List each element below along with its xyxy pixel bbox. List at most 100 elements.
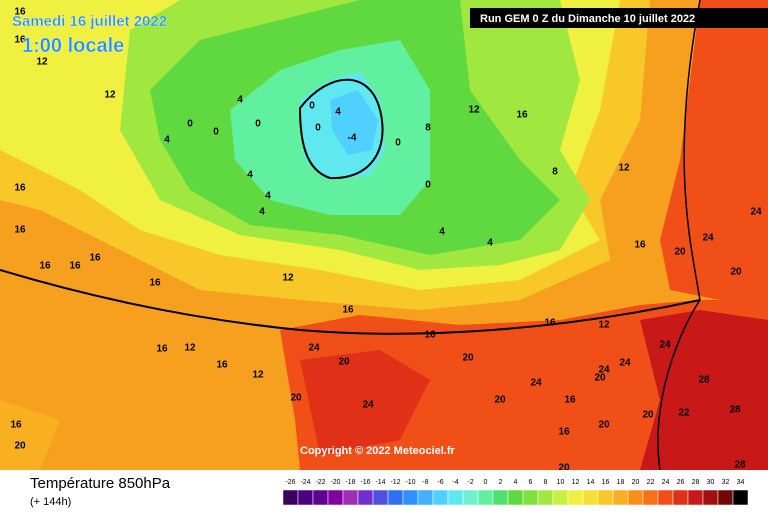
contour-label: 12	[184, 343, 196, 354]
contour-line	[657, 0, 701, 471]
scale-swatch	[492, 489, 509, 506]
contour-label: 4	[439, 227, 445, 238]
contour-label: -4	[348, 133, 357, 144]
scale-label: 34	[737, 479, 745, 486]
very-hot-south-east	[640, 310, 768, 470]
scale-label: 26	[677, 479, 685, 486]
scale-swatch	[357, 489, 374, 506]
contour-label: 4	[164, 135, 170, 146]
contour-label: 16	[39, 261, 51, 272]
scale-label: 12	[572, 479, 580, 486]
contour-label: 16	[564, 395, 576, 406]
scale-label: -4	[452, 479, 458, 486]
contour-label: 20	[598, 420, 610, 431]
scale-swatch	[552, 489, 569, 506]
scale-swatch	[672, 489, 689, 506]
scale-label: 22	[647, 479, 655, 486]
scale-swatch	[642, 489, 659, 506]
contour-label: 24	[598, 365, 610, 376]
contour-label: 8	[425, 123, 431, 134]
contour-label: 24	[308, 343, 320, 354]
run-label: Run GEM 0 Z du Dimanche 10 juillet 2022	[480, 13, 695, 25]
contour-label: 16	[14, 7, 26, 18]
contour-label: 0	[187, 119, 193, 130]
contour-label: 24	[702, 233, 714, 244]
contour-label: 16	[89, 253, 101, 264]
scale-label: 14	[587, 479, 595, 486]
scale-swatch	[537, 489, 554, 506]
contour-label: 12	[252, 370, 264, 381]
contour-label: 0	[315, 123, 321, 134]
run-banner	[470, 8, 768, 28]
contour-label: 0	[309, 101, 315, 112]
contour-label: 16	[10, 420, 22, 431]
scale-label: -6	[437, 479, 443, 486]
contour-label: 22	[678, 408, 690, 419]
contour-label: 24	[530, 378, 542, 389]
contour-label: 16	[424, 330, 436, 341]
scale-swatch	[582, 489, 599, 506]
very-hot-south	[300, 350, 430, 455]
scale-label: 4	[514, 479, 518, 486]
contour-label: 12	[598, 320, 610, 331]
contour-label: 20	[558, 463, 570, 474]
scale-swatch	[612, 489, 629, 506]
scale-swatch	[702, 489, 719, 506]
contour-label: 24	[750, 207, 762, 218]
contour-label: 16	[149, 278, 161, 289]
contour-label: 20	[730, 267, 742, 278]
contour-label: 20	[642, 410, 654, 421]
scale-label: 6	[529, 479, 533, 486]
contour-label: 4	[265, 191, 271, 202]
contour-label: 16	[14, 35, 26, 46]
contour-label: 4	[335, 107, 341, 118]
scale-swatch	[657, 489, 674, 506]
contour-label: 12	[104, 90, 116, 101]
scale-swatch	[432, 489, 449, 506]
contour-label: 20	[674, 247, 686, 258]
contour-label: 16	[216, 360, 228, 371]
scale-swatch	[297, 489, 314, 506]
scale-swatch	[327, 489, 344, 506]
scale-label: -24	[300, 479, 310, 486]
contour-label: 0	[255, 119, 261, 130]
scale-label: 0	[484, 479, 488, 486]
scale-label: 28	[692, 479, 700, 486]
contour-line	[0, 269, 701, 335]
scale-swatch	[447, 489, 464, 506]
contour-label: 24	[659, 340, 671, 351]
scale-label: -20	[330, 479, 340, 486]
contour-label: 24	[362, 400, 374, 411]
scale-label: -14	[375, 479, 385, 486]
contour-label: 16	[69, 261, 81, 272]
scale-label: 20	[632, 479, 640, 486]
contour-line	[298, 78, 384, 180]
contour-label: 16	[516, 110, 528, 121]
contour-label: 12	[282, 273, 294, 284]
scale-swatch	[402, 489, 419, 506]
scale-swatch	[522, 489, 539, 506]
contour-label: 0	[213, 127, 219, 138]
scale-label: 2	[499, 479, 503, 486]
contour-label: 12	[36, 57, 48, 68]
scale-label: 24	[662, 479, 670, 486]
scale-label: 32	[722, 479, 730, 486]
scale-swatch	[372, 489, 389, 506]
scale-swatch	[282, 489, 299, 506]
hot-east	[660, 0, 768, 310]
legend-title: Température 850hPa	[30, 475, 171, 492]
contour-label: 4	[237, 95, 243, 106]
contour-label: 16	[14, 225, 26, 236]
scale-label: -16	[360, 479, 370, 486]
contour-label: 12	[618, 163, 630, 174]
contour-label: 0	[395, 138, 401, 149]
scale-label: 16	[602, 479, 610, 486]
contour-label: 20	[462, 353, 474, 364]
contour-label: 28	[729, 405, 741, 416]
scale-swatch	[687, 489, 704, 506]
contour-label: 0	[425, 180, 431, 191]
copyright: Copyright © 2022 Meteociel.fr	[300, 445, 456, 457]
coldest-region	[330, 90, 378, 155]
contour-label: 16	[544, 318, 556, 329]
